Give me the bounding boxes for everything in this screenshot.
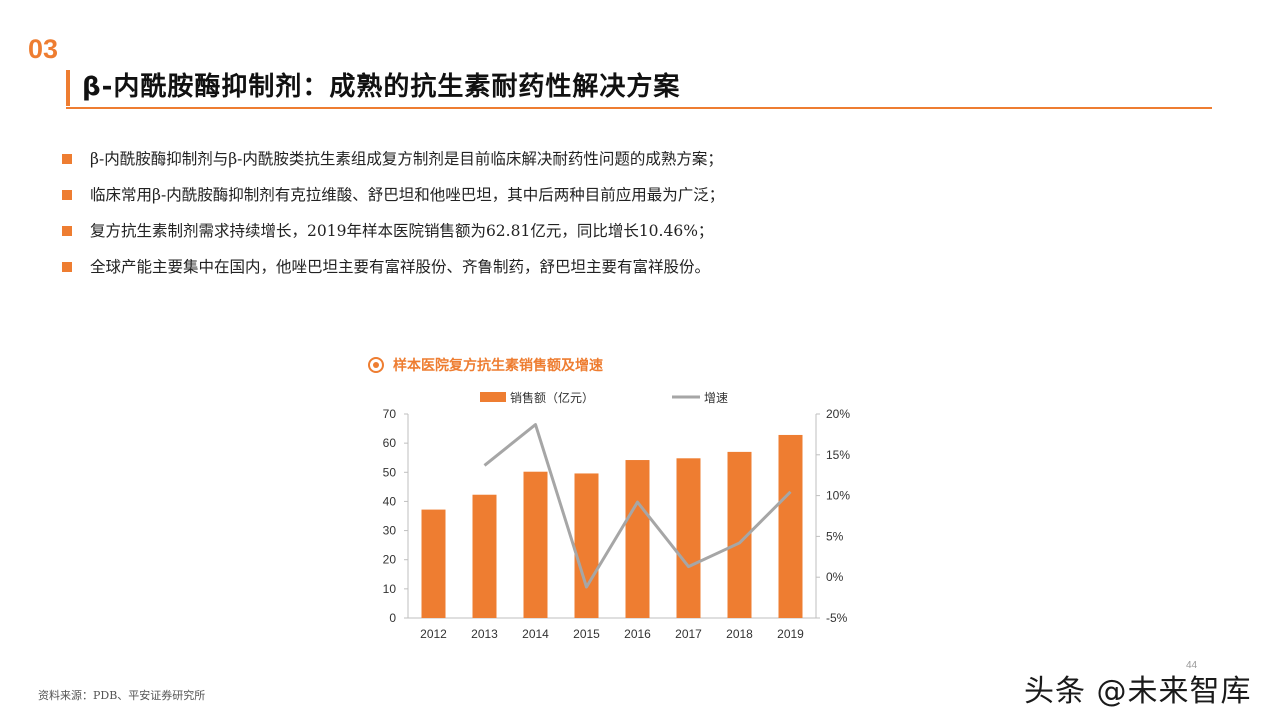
bullet-item: 全球产能主要集中在国内，他唑巴坦主要有富祥股份、齐鲁制药，舒巴坦主要有富祥股份。 — [62, 254, 724, 290]
watermark: 头条 @未来智库 — [1024, 674, 1252, 709]
left-tick-label: 70 — [383, 407, 397, 421]
x-tick-label: 2018 — [726, 627, 753, 641]
bar — [421, 509, 446, 618]
x-tick-label: 2012 — [420, 627, 447, 641]
right-tick-label: -5% — [826, 611, 848, 625]
legend-line-label: 增速 — [704, 391, 728, 405]
bar — [523, 471, 548, 618]
right-tick-label: 5% — [826, 529, 844, 543]
bar — [625, 460, 650, 618]
right-tick-label: 15% — [826, 448, 850, 462]
left-tick-label: 30 — [383, 524, 397, 538]
legend-bar-label: 销售额（亿元） — [510, 390, 594, 405]
bullet-square-icon — [62, 262, 72, 272]
left-tick-label: 10 — [383, 582, 397, 596]
bullet-item: β-内酰胺酶抑制剂与β-内酰胺类抗生素组成复方制剂是目前临床解决耐药性问题的成熟… — [62, 146, 724, 182]
x-tick-label: 2019 — [777, 627, 804, 641]
x-tick-label: 2017 — [675, 627, 702, 641]
x-tick-label: 2014 — [522, 627, 549, 641]
x-tick-label: 2016 — [624, 627, 651, 641]
bullet-list: β-内酰胺酶抑制剂与β-内酰胺类抗生素组成复方制剂是目前临床解决耐药性问题的成熟… — [62, 146, 724, 290]
legend-bar-swatch — [480, 392, 506, 402]
bullet-square-icon — [62, 190, 72, 200]
right-tick-label: 10% — [826, 489, 850, 503]
left-tick-label: 40 — [383, 494, 397, 508]
left-tick-label: 20 — [383, 553, 397, 567]
bullet-item: 临床常用β-内酰胺酶抑制剂有克拉维酸、舒巴坦和他唑巴坦，其中后两种目前应用最为广… — [62, 182, 724, 218]
page-number: 44 — [1186, 660, 1198, 671]
title-accent-bar — [66, 70, 70, 106]
page-title: β-内酰胺酶抑制剂：成熟的抗生素耐药性解决方案 — [82, 72, 681, 102]
bar — [574, 473, 599, 618]
source-note: 资料来源：PDB、平安证券研究所 — [38, 689, 206, 702]
bullet-square-icon — [62, 154, 72, 164]
x-tick-label: 2015 — [573, 627, 600, 641]
bar — [472, 494, 497, 618]
sales-growth-chart: 0 10 20 30 40 50 60 70 -5% 0% 5% 10% 15% 20% 2012 2013 2… — [383, 390, 851, 641]
section-number: 03 — [28, 34, 59, 64]
bar — [778, 434, 803, 618]
x-tick-label: 2013 — [471, 627, 498, 641]
bullet-text: β-内酰胺酶抑制剂与β-内酰胺类抗生素组成复方制剂是目前临床解决耐药性问题的成熟… — [90, 150, 723, 168]
bullet-item: 复方抗生素制剂需求持续增长，2019年样本医院销售额为62.81亿元，同比增长1… — [62, 218, 724, 254]
right-tick-label: 0% — [826, 570, 844, 584]
left-tick-label: 50 — [383, 465, 397, 479]
bullet-square-icon — [62, 226, 72, 236]
left-tick-label: 60 — [383, 436, 397, 450]
target-icon — [368, 357, 384, 373]
chart-title: 样本医院复方抗生素销售额及增速 — [368, 354, 603, 376]
bullet-text: 全球产能主要集中在国内，他唑巴坦主要有富祥股份、齐鲁制药，舒巴坦主要有富祥股份。 — [90, 258, 711, 276]
bar — [676, 458, 701, 618]
bullet-text: 临床常用β-内酰胺酶抑制剂有克拉维酸、舒巴坦和他唑巴坦，其中后两种目前应用最为广… — [90, 186, 725, 204]
left-tick-label: 0 — [389, 611, 396, 625]
right-tick-label: 20% — [826, 407, 850, 421]
title-divider — [66, 107, 1212, 109]
chart-title-text: 样本医院复方抗生素销售额及增速 — [393, 358, 603, 374]
bullet-text: 复方抗生素制剂需求持续增长，2019年样本医院销售额为62.81亿元，同比增长1… — [90, 222, 714, 240]
